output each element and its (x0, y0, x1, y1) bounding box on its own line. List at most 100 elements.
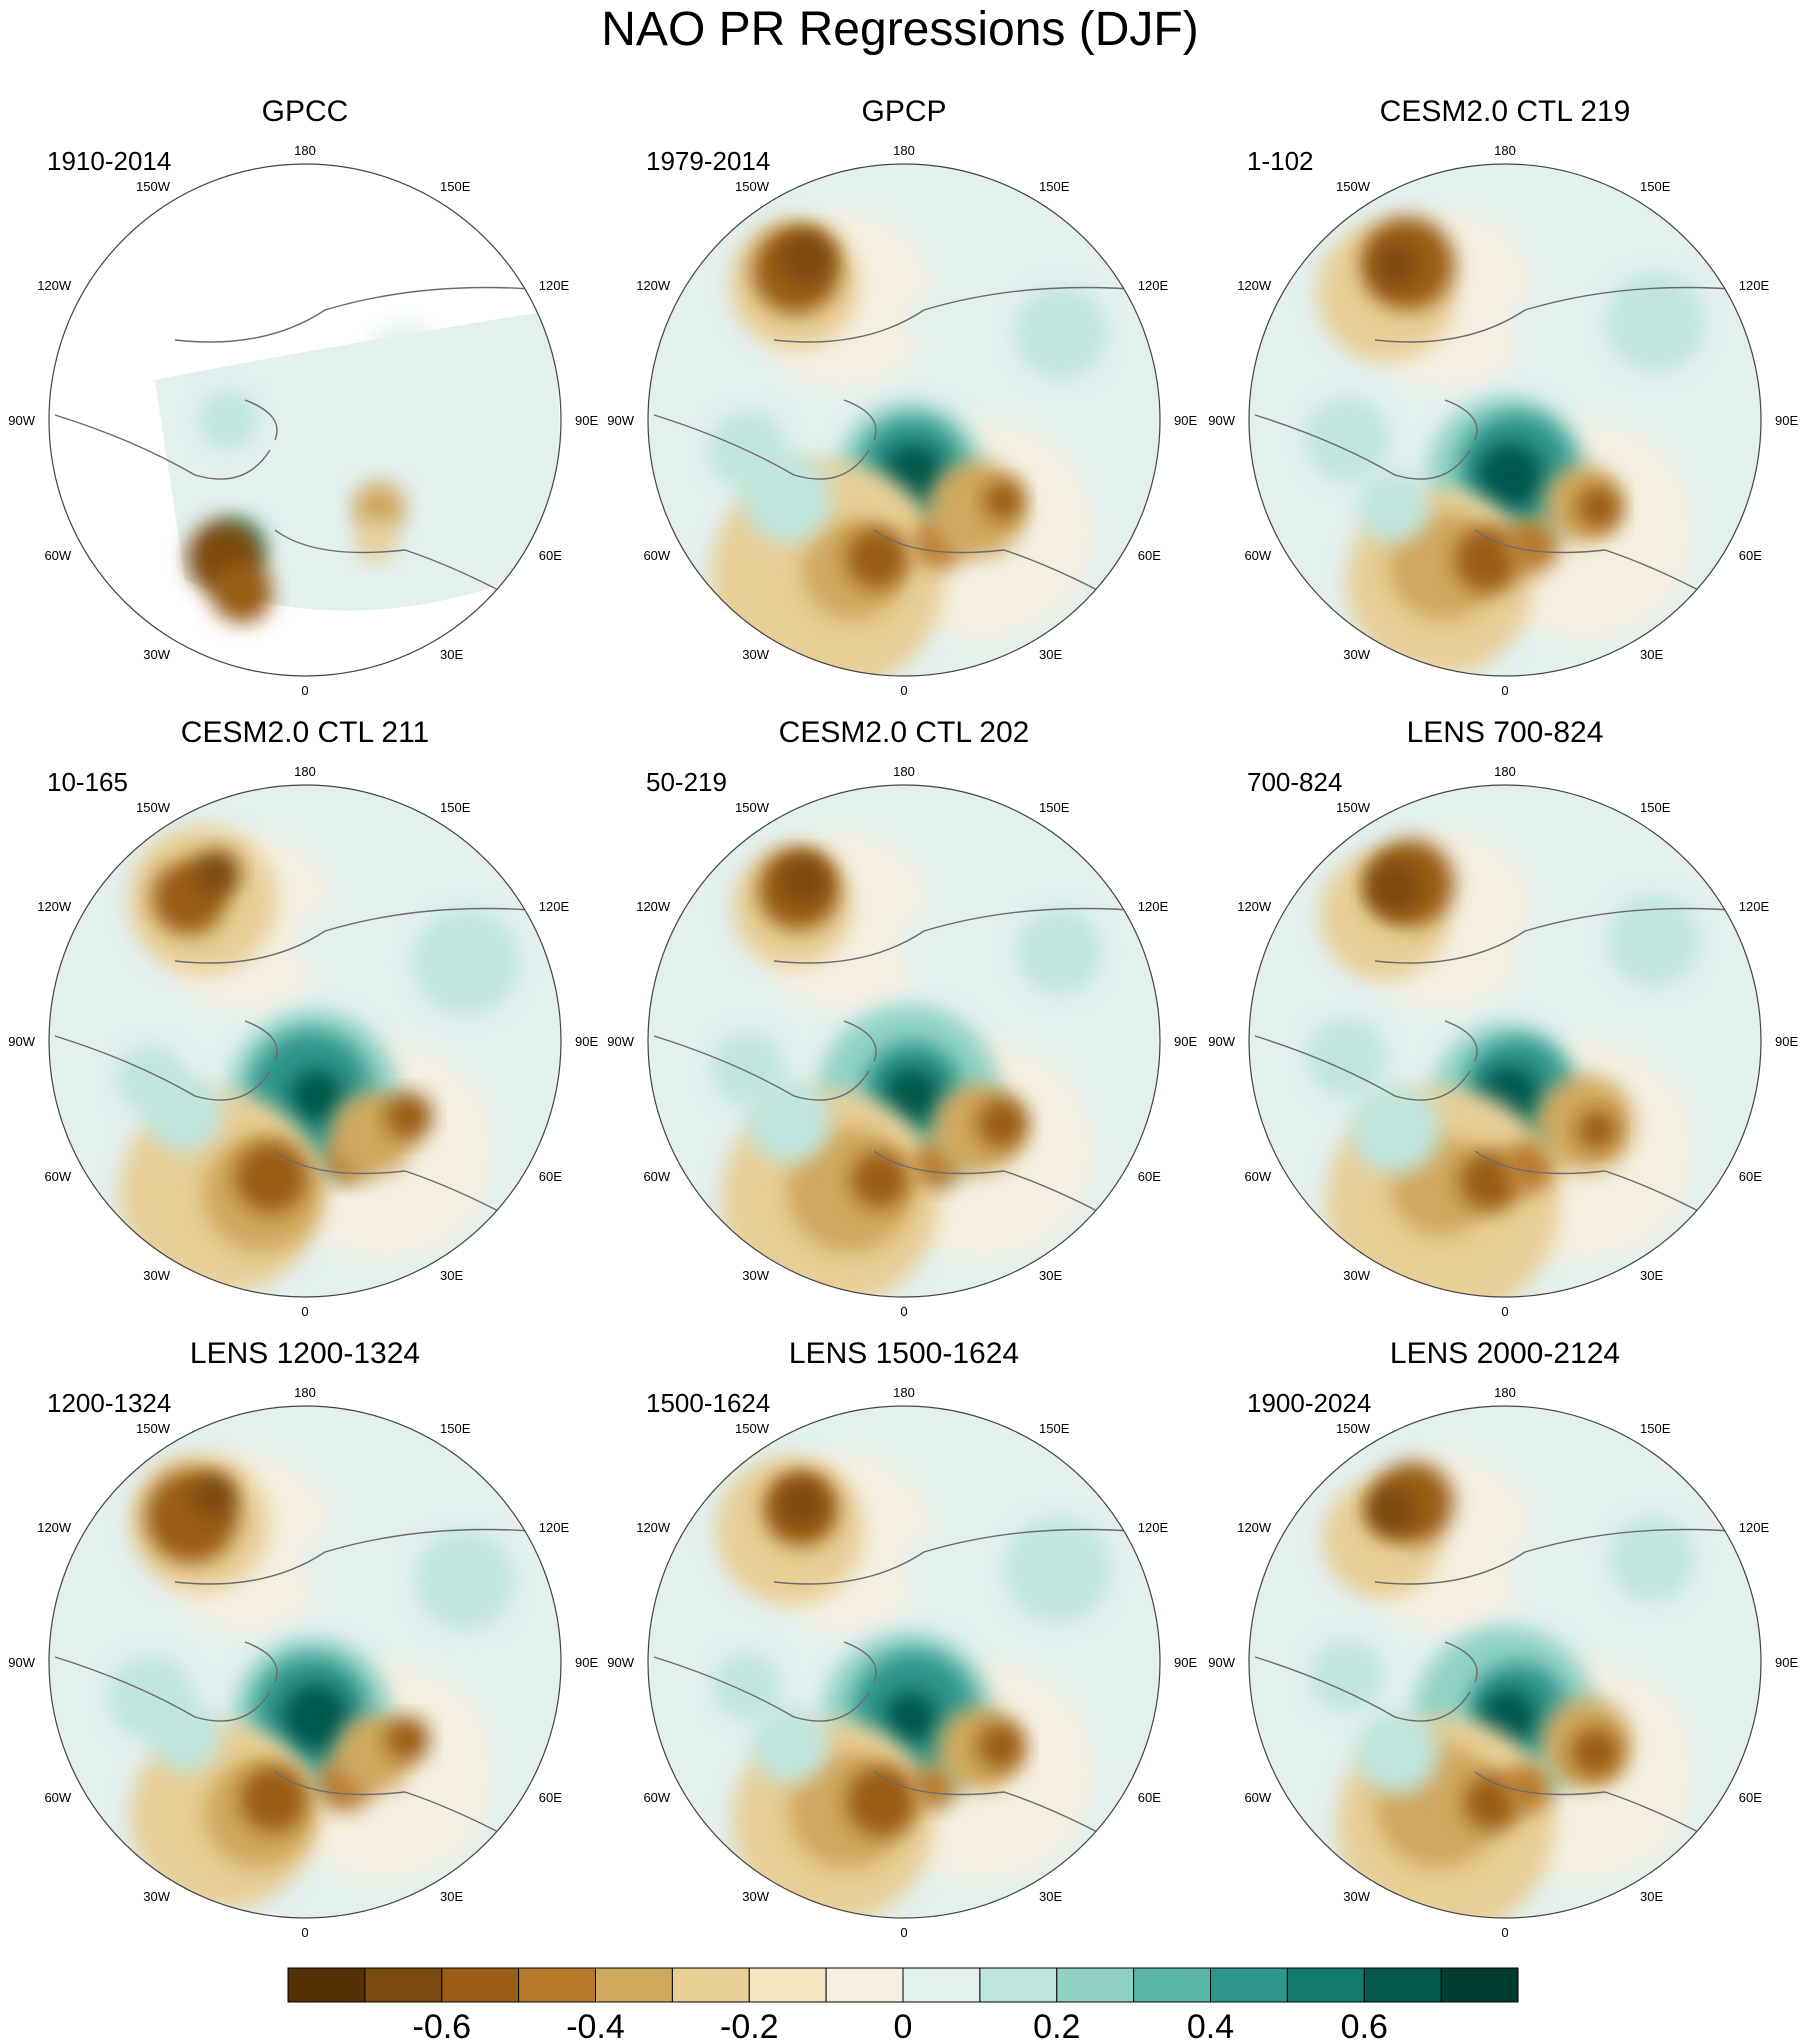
colorbar-box (825, 1967, 904, 2003)
negative-anomaly (778, 230, 835, 286)
longitude-label: 30W (742, 1889, 769, 1904)
colorbar-box (287, 1967, 366, 2003)
longitude-label: 150W (136, 800, 171, 815)
longitude-label: 30W (143, 1889, 170, 1904)
coastlines (653, 1528, 1145, 1853)
longitude-label: 180 (893, 764, 915, 779)
colorbar-box (595, 1967, 673, 2003)
longitude-label: 0 (301, 683, 308, 698)
panel-title: GPCC (262, 95, 349, 128)
coastline-segment (873, 1771, 1135, 1853)
map-boundary (48, 784, 562, 1298)
longitude-label: 180 (294, 143, 316, 158)
coastline-segment (1444, 1641, 1478, 1683)
longitude-label: 150E (1039, 179, 1070, 194)
colorbar-tick-label: 0 (894, 2008, 913, 2042)
negative-anomaly (976, 1097, 1028, 1149)
longitude-label: 150E (1640, 800, 1671, 815)
longitude-label: 60W (1244, 1790, 1271, 1805)
coastlines (1254, 1528, 1746, 1853)
positive-anomaly (1355, 1710, 1439, 1795)
map-boundary (48, 163, 562, 677)
coastline-segment (1444, 1020, 1478, 1062)
positive-anomaly (1016, 908, 1102, 994)
colorbar-tick-label: 0.4 (1187, 2008, 1234, 2042)
coastline-segment (773, 907, 1145, 964)
positive-anomaly (281, 1683, 350, 1752)
negative-anomaly (1366, 860, 1422, 916)
colorbar-box (1056, 1967, 1135, 2003)
colorbar-box (1440, 1967, 1519, 2003)
positive-anomaly (297, 907, 369, 979)
longitude-label: 180 (893, 143, 915, 158)
anomaly-field (713, 1452, 1111, 1918)
negative-anomaly (1503, 1140, 1556, 1193)
coastline-segment (1374, 1528, 1746, 1585)
negative-anomaly (912, 1764, 958, 1809)
negative-anomaly (846, 1765, 918, 1838)
anomaly-field (710, 831, 1102, 1297)
negative-anomaly (353, 482, 405, 535)
colorbar-box (518, 1967, 596, 2003)
longitude-label: 90W (1208, 413, 1235, 428)
colorbar-box (1210, 1967, 1288, 2003)
coastline-segment (274, 529, 536, 611)
map-panel: 180 150E 120E 90E 60E 30E 0 30W 60W 90W 120W 150W CE… (8, 716, 598, 1319)
coastline-segment (653, 1656, 870, 1722)
longitude-label: 60E (539, 1169, 562, 1184)
longitude-label: 0 (900, 683, 907, 698)
panel-period: 1910-2014 (47, 146, 171, 176)
coastline-segment (843, 1641, 877, 1683)
longitude-label: 120E (1739, 278, 1770, 293)
colorbar-box (671, 1967, 750, 2003)
longitude-label: 90W (8, 413, 35, 428)
longitude-label: 120W (1237, 899, 1272, 914)
positive-anomaly (1605, 272, 1705, 372)
map-panel: 180 150E 120E 90E 60E 30E 0 30W 60W 90W 120W 150W CE… (607, 716, 1197, 1319)
negative-anomaly (1504, 517, 1560, 573)
longitude-label: 90W (607, 1034, 634, 1049)
longitude-label: 60E (1138, 1169, 1161, 1184)
panel-grid: 180 150E 120E 90E 60E 30E 0 30W 60W 90W 120W 150W GP… (8, 95, 1798, 1940)
positive-anomaly (1307, 1018, 1387, 1098)
longitude-label: 60E (1138, 1790, 1161, 1805)
longitude-label: 60E (1138, 548, 1161, 563)
longitude-label: 90E (575, 1034, 598, 1049)
longitude-label: 30E (440, 1889, 463, 1904)
longitude-label: 150E (1039, 800, 1070, 815)
positive-anomaly (1476, 442, 1544, 510)
longitude-label: 0 (1501, 683, 1508, 698)
map-panel: 180 150E 120E 90E 60E 30E 0 30W 60W 90W 120W 150W LE… (1208, 716, 1798, 1319)
longitude-label: 120E (539, 1520, 570, 1535)
panel-period: 700-824 (1247, 767, 1342, 797)
coastline-segment (653, 414, 870, 480)
coastline-segment (653, 1035, 870, 1101)
longitude-label: 0 (1501, 1304, 1508, 1319)
map-panel: 180 150E 120E 90E 60E 30E 0 30W 60W 90W 120W 150W LE… (8, 1337, 598, 1940)
longitude-label: 150W (136, 179, 171, 194)
coastline-segment (54, 1035, 271, 1101)
longitude-label: 30E (1640, 1268, 1663, 1283)
longitude-label: 120E (1138, 1520, 1169, 1535)
longitude-label: 150E (440, 800, 471, 815)
colorbar: -0.6 -0.4 -0.2 0 0.2 0.4 0.6 (287, 1967, 1519, 2042)
map-boundary (647, 1405, 1161, 1919)
negative-anomaly (1570, 1727, 1621, 1778)
positive-anomaly (1004, 1516, 1111, 1623)
positive-anomaly (905, 1530, 977, 1602)
negative-anomaly (355, 521, 396, 562)
longitude-label: 60W (1244, 548, 1271, 563)
main-title: NAO PR Regressions (DJF) (601, 3, 1198, 56)
longitude-label: 30E (1640, 647, 1663, 662)
negative-anomaly (776, 1479, 825, 1527)
colorbar-tick-label: -0.4 (566, 2008, 625, 2042)
negative-anomaly (777, 854, 830, 906)
map-boundary (647, 784, 1161, 1298)
longitude-label: 60E (1739, 1169, 1762, 1184)
positive-anomaly (882, 1067, 942, 1127)
longitude-label: 90W (8, 1034, 35, 1049)
positive-anomaly (301, 1531, 368, 1598)
coastline-segment (1474, 529, 1736, 611)
longitude-label: 90W (607, 413, 634, 428)
longitude-label: 60W (643, 1790, 670, 1805)
